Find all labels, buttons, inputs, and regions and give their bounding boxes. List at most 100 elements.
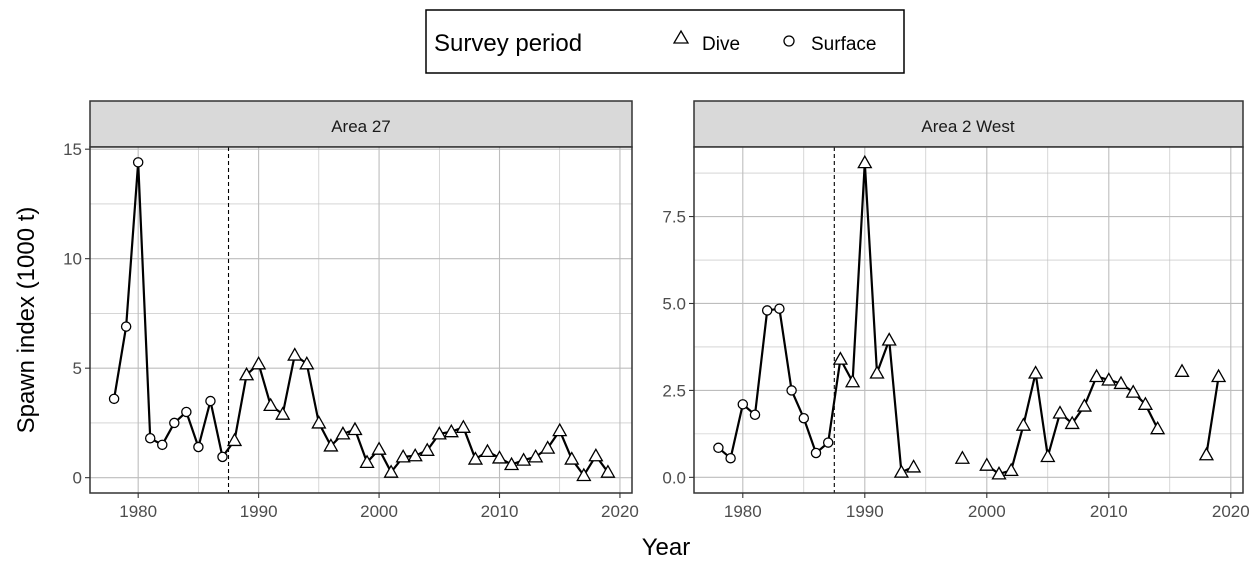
data-point-dive [1174, 363, 1190, 377]
data-point-surface [822, 437, 834, 448]
data-point-surface [181, 406, 192, 418]
data-point-dive [540, 440, 556, 454]
data-point-dive [893, 464, 910, 478]
data-point-dive [491, 450, 508, 464]
x-tick-label: 2020 [601, 502, 639, 521]
data-point-dive [311, 415, 327, 429]
panel-strip [89, 100, 633, 148]
panel-area-27: Area 27 1980 1990 2000 2010 2020 0 5 10 15 [63, 100, 639, 521]
panel-strip-label: Area 27 [331, 117, 391, 136]
data-point-dive [479, 443, 496, 458]
data-point-dive [857, 154, 873, 169]
y-tick-label: 10 [63, 250, 82, 269]
legend-triangle-icon [672, 29, 690, 44]
panel-strip [693, 100, 1244, 148]
data-point-surface [761, 305, 773, 316]
data-point-dive [335, 426, 351, 440]
data-point-surface [108, 393, 120, 405]
y-tick-label: 5.0 [662, 294, 686, 313]
series-line [1205, 376, 1220, 455]
plot-area-27: 1980 1990 2000 2010 2020 0 5 10 15 [63, 140, 639, 521]
data-point-dive [991, 466, 1007, 480]
plot-border [89, 146, 633, 494]
data-point-surface [749, 409, 761, 421]
data-point-dive [299, 355, 315, 370]
data-point-dive [1015, 417, 1032, 431]
legend: Survey period Dive Surface [425, 9, 905, 74]
data-point-dive [1064, 415, 1080, 430]
data-point-dive [979, 457, 995, 471]
plot-area-2-west: 1980 1990 2000 2010 2020 0.0 2.5 5.0 7.5 [662, 146, 1250, 521]
data-point-dive [1027, 365, 1044, 379]
data-point-surface [737, 399, 749, 410]
y-tick-label: 15 [63, 140, 82, 159]
data-point-surface [798, 412, 810, 424]
data-point-dive [1149, 420, 1166, 435]
y-tick-label: 5 [73, 359, 82, 378]
data-point-dive [1003, 462, 1019, 477]
x-tick-label: 2000 [968, 502, 1006, 521]
data-point-dive [564, 451, 580, 465]
data-point-dive [407, 447, 423, 462]
y-tick-label: 0 [73, 469, 82, 488]
x-tick-label: 2010 [481, 502, 519, 521]
data-point-dive [881, 332, 897, 346]
data-point-dive [844, 373, 861, 388]
data-point-dive [1088, 368, 1105, 383]
data-point-surface [193, 441, 204, 453]
plot-background [90, 147, 632, 493]
panel-area-2-west: Area 2 West 1980 1990 2000 2010 2020 0.0 2.5 5.… [662, 100, 1250, 521]
legend-item-surface: Surface [783, 34, 876, 55]
x-tick-label: 1990 [846, 502, 884, 521]
data-point-dive [905, 459, 922, 473]
data-point-dive [954, 450, 971, 464]
data-point-dive [832, 351, 849, 365]
data-point-surface [774, 303, 785, 314]
data-point-dive [467, 451, 484, 465]
data-point-dive [287, 347, 303, 361]
data-point-dive [431, 426, 447, 440]
data-point-surface [217, 451, 228, 463]
data-point-dive [1210, 368, 1227, 383]
legend-circle-icon [783, 35, 795, 47]
plot-border [693, 146, 1244, 494]
x-tick-label: 1980 [724, 502, 762, 521]
x-axis-label: Year [642, 534, 691, 561]
data-point-dive [1076, 398, 1093, 412]
x-tick-label: 2020 [1212, 502, 1250, 521]
data-point-surface [157, 439, 168, 451]
data-point-dive [395, 449, 411, 463]
data-point-dive [1198, 446, 1215, 461]
data-point-dive [588, 447, 604, 462]
legend-item-dive: Dive [672, 29, 740, 55]
data-point-dive [552, 422, 568, 437]
data-point-dive [371, 441, 387, 455]
data-point-dive [275, 406, 291, 420]
data-point-dive [1101, 372, 1117, 386]
legend-label-surface: Surface [811, 34, 876, 55]
y-tick-label: 7.5 [662, 208, 686, 227]
x-tick-label: 1980 [119, 502, 157, 521]
data-point-dive [263, 397, 279, 412]
data-point-dive [443, 423, 459, 438]
data-point-dive [1113, 375, 1129, 390]
data-point-surface [725, 452, 736, 464]
legend-label-dive: Dive [702, 34, 740, 55]
data-point-surface [205, 395, 216, 407]
data-point-surface [120, 321, 132, 332]
panel-strip-label: Area 2 West [921, 117, 1015, 136]
data-point-surface [144, 433, 156, 444]
data-point-dive [515, 452, 532, 466]
legend-title: Survey period [434, 30, 582, 57]
data-point-surface [786, 385, 797, 396]
data-point-dive [251, 355, 267, 370]
data-point-dive [1137, 396, 1154, 410]
data-point-surface [810, 447, 822, 459]
data-point-surface [132, 157, 144, 168]
data-point-dive [455, 419, 471, 433]
y-tick-label: 0.0 [662, 468, 686, 487]
y-axis-label: Spawn index (1000 t) [13, 207, 40, 434]
data-point-dive [1040, 448, 1056, 463]
data-point-dive [347, 421, 363, 436]
